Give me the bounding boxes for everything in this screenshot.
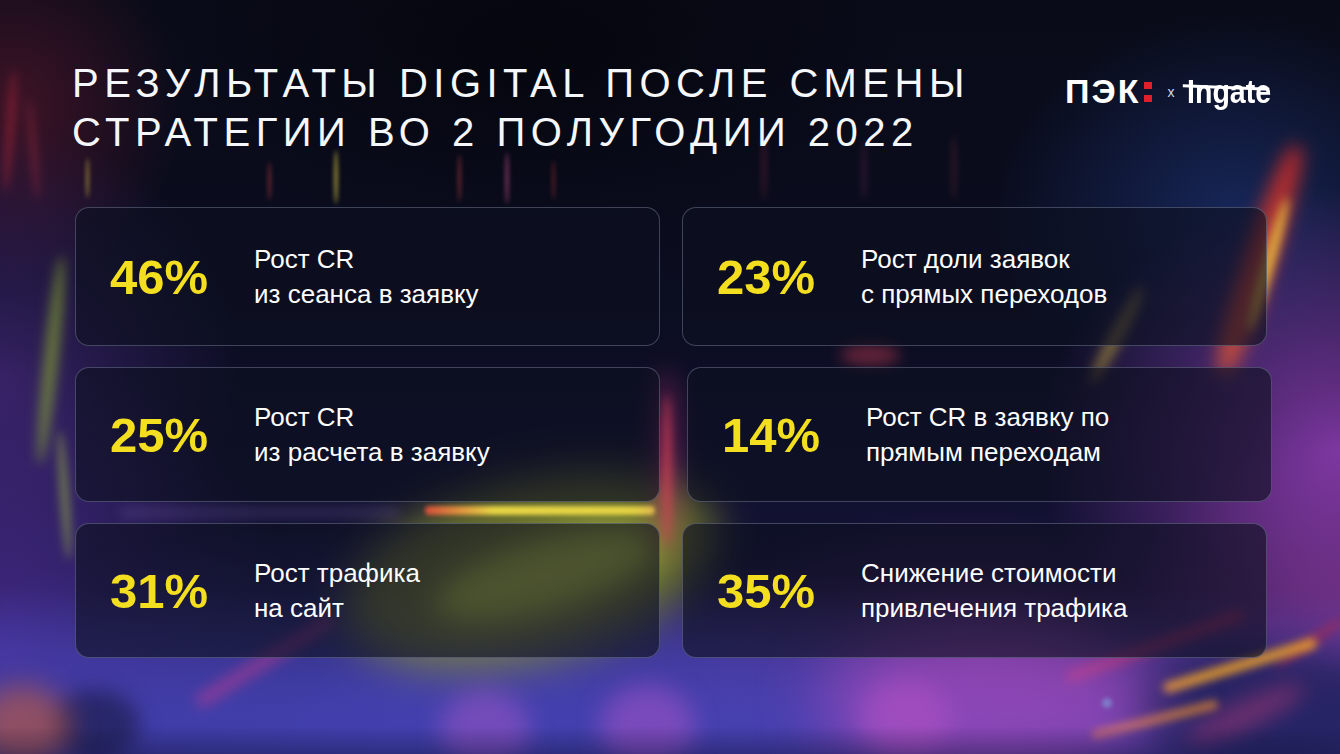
stat-card: 35% Снижение стоимостипривлечения трафик…	[682, 523, 1267, 658]
stat-description: Рост трафикана сайт	[254, 556, 420, 626]
pek-logo-colon: :	[1143, 75, 1153, 109]
stats-grid: 46% Рост CRиз сеанса в заявку 23% Рост д…	[75, 207, 1267, 658]
bg-streak-title5	[505, 152, 509, 204]
bg-streak-title6	[552, 160, 555, 200]
stat-card: 14% Рост CR в заявку попрямым переходам	[687, 367, 1272, 502]
stat-card: 25% Рост CRиз расчета в заявку	[75, 367, 660, 502]
stat-description: Рост CR в заявку попрямым переходам	[866, 400, 1109, 470]
stat-value: 35%	[717, 563, 861, 619]
stat-card: 23% Рост доли заявокс прямых переходов	[682, 207, 1267, 346]
pek-logo: ПЭК:	[1065, 72, 1153, 111]
bg-streak-title4	[458, 154, 461, 202]
stat-value: 14%	[722, 407, 866, 463]
stat-description: Рост доли заявокс прямых переходов	[861, 242, 1107, 312]
bg-streak-title1	[86, 158, 89, 198]
bottom-dark-band	[0, 726, 1340, 754]
stat-card: 46% Рост CRиз сеанса в заявку	[75, 207, 660, 346]
stat-value: 25%	[110, 407, 254, 463]
logo-group: ПЭК: x Ingate	[1065, 72, 1288, 111]
stat-description: Рост CRиз расчета в заявку	[254, 400, 490, 470]
stat-description: Снижение стоимостипривлечения трафика	[861, 556, 1127, 626]
stat-value: 31%	[110, 563, 254, 619]
stat-description: Рост CRиз сеанса в заявку	[254, 242, 479, 312]
bg-streak-title2	[268, 162, 271, 200]
slide-title-line1: РЕЗУЛЬТАТЫ DIGITAL ПОСЛЕ СМЕНЫ	[72, 59, 970, 108]
slide-title-line2: СТРАТЕГИИ ВО 2 ПОЛУГОДИИ 2022	[72, 108, 970, 157]
collab-x-separator: x	[1167, 84, 1174, 100]
slide-title: РЕЗУЛЬТАТЫ DIGITAL ПОСЛЕ СМЕНЫ СТРАТЕГИИ…	[72, 59, 970, 157]
stat-value: 46%	[110, 249, 254, 305]
bg-streak-title3	[334, 150, 338, 204]
stat-value: 23%	[717, 249, 861, 305]
ingate-logo: Ingate	[1187, 72, 1271, 111]
stat-card: 31% Рост трафикана сайт	[75, 523, 660, 658]
